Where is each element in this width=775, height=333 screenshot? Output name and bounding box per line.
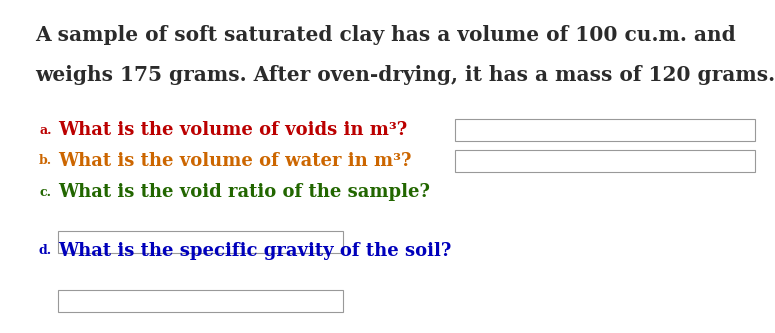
Text: What is the void ratio of the sample?: What is the void ratio of the sample? xyxy=(58,183,430,201)
Text: What is the volume of water in m: What is the volume of water in m xyxy=(0,332,1,333)
Text: What is the volume of voids in m: What is the volume of voids in m xyxy=(0,332,1,333)
Text: A sample of soft saturated clay has a volume of 100 cu.m. and: A sample of soft saturated clay has a vo… xyxy=(35,25,735,45)
Text: c.: c. xyxy=(40,185,52,198)
Text: What is the volume of water in m³?: What is the volume of water in m³? xyxy=(58,152,412,170)
Text: b.: b. xyxy=(39,155,52,167)
Text: What is the specific gravity of the soil?: What is the specific gravity of the soil… xyxy=(58,242,451,260)
Text: weighs 175 grams. After oven-drying, it has a mass of 120 grams.: weighs 175 grams. After oven-drying, it … xyxy=(35,65,775,85)
Text: a.: a. xyxy=(40,124,52,137)
Text: What is the volume of voids in m³?: What is the volume of voids in m³? xyxy=(58,121,407,139)
Text: d.: d. xyxy=(39,244,52,257)
